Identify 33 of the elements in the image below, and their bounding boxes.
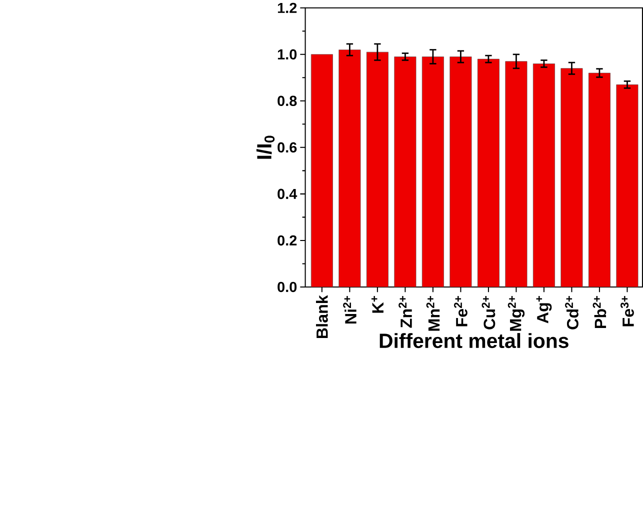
x-tick-label: Zn$^{2+}$ <box>398 296 412 328</box>
x-tick-label: K$^{+}$ <box>371 296 384 313</box>
bar <box>533 64 555 287</box>
bar <box>311 54 333 287</box>
y-tick-label: 0.6 <box>278 142 297 152</box>
bar <box>616 84 638 287</box>
x-tick-label: Pb$^{2+}$ <box>592 296 606 328</box>
x-tick-label: Ag$^{+}$ <box>536 296 552 324</box>
y-tick-label: 0.8 <box>278 96 297 106</box>
x-tick-label: Cd$^{2+}$ <box>565 296 578 330</box>
bar <box>588 72 610 287</box>
x-tick-label: Mg$^{2+}$ <box>508 296 525 331</box>
bar <box>450 56 472 287</box>
y-tick-label: 1.2 <box>278 2 297 13</box>
bar <box>478 58 500 287</box>
y-tick-label: 1.0 <box>278 49 297 60</box>
x-tick-label: Mn$^{2+}$ <box>426 296 440 331</box>
x-axis-title: Different metal ions <box>380 332 568 348</box>
y-tick-label: 0.4 <box>278 188 298 199</box>
x-tick-label: Fe$^{2+}$ <box>454 296 468 326</box>
bar <box>422 56 444 287</box>
bar <box>338 50 361 287</box>
y-axis-title: I/I$_{0}$ <box>256 136 275 159</box>
x-tick-label: Ni$^{2+}$ <box>343 296 356 324</box>
y-tick-label: 0.0 <box>278 282 297 292</box>
bar <box>505 61 528 287</box>
x-tick-label: Cu$^{2+}$ <box>482 296 496 330</box>
x-tick-label: Fe$^{3+}$ <box>620 296 634 326</box>
y-tick-label: 0.2 <box>278 235 297 246</box>
bar <box>366 52 388 287</box>
bar <box>560 68 583 287</box>
bar <box>394 56 416 287</box>
x-tick-label: Blank <box>316 294 328 338</box>
